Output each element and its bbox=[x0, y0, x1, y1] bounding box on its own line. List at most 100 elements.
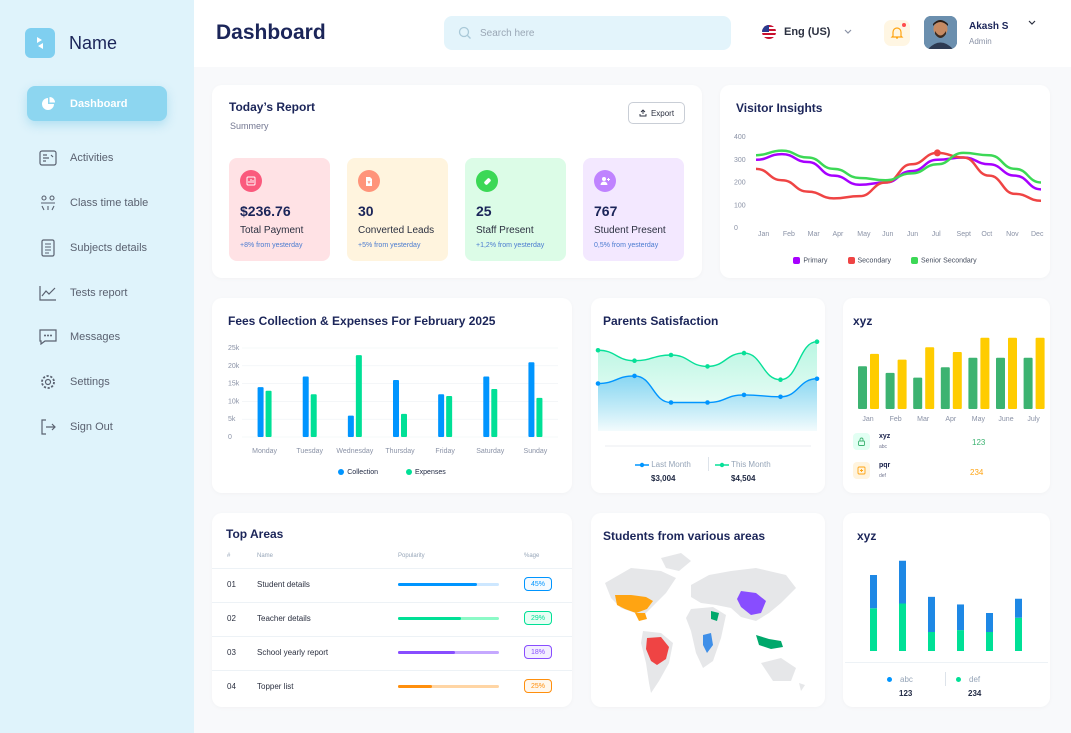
x-tick-label: Sept bbox=[957, 231, 971, 238]
stat-change: +8% from yesterday bbox=[240, 242, 303, 249]
bell-icon bbox=[890, 27, 904, 39]
stat-label: Total Payment bbox=[240, 225, 304, 236]
bar-xyz bbox=[913, 377, 923, 409]
table-row[interactable]: 04 Topper list 25% bbox=[212, 679, 572, 716]
bar-pqr bbox=[925, 347, 935, 409]
chevron-down-icon bbox=[845, 29, 852, 34]
x-tick-label: Thursday bbox=[385, 448, 415, 455]
x-tick-label: Apr bbox=[832, 231, 844, 238]
stat-converted-leads: 30 Converted Leads +5% from yesterday bbox=[347, 158, 448, 261]
table-row[interactable]: 03 School yearly report 18% bbox=[212, 645, 572, 682]
table-row[interactable]: 02 Teacher details 29% bbox=[212, 611, 572, 648]
visitor-chart: 400 300 200 100 0 Jan Feb Mar Apr May Jun Jun Jul Sep… bbox=[734, 134, 1044, 238]
bar-pqr bbox=[897, 359, 907, 409]
map-region-saudi bbox=[711, 611, 719, 621]
stat-value: 25 bbox=[476, 203, 492, 219]
data-point bbox=[778, 377, 783, 382]
user-role: Admin bbox=[969, 37, 992, 46]
stat-total-payment: $236.76 Total Payment +8% from yesterday bbox=[229, 158, 330, 261]
x-tick-label: Jun bbox=[882, 231, 893, 238]
legend-senior-secondary: Senior Secondary bbox=[910, 257, 977, 264]
percentage-badge: 18% bbox=[524, 645, 552, 659]
row-name: School yearly report bbox=[257, 648, 329, 657]
sidebar-item-settings[interactable]: Settings bbox=[27, 364, 167, 399]
y-tick-label: 0 bbox=[734, 225, 738, 232]
percentage-badge: 45% bbox=[524, 577, 552, 591]
language-label: Eng (US) bbox=[784, 26, 831, 38]
bar-xyz bbox=[996, 357, 1005, 409]
data-point bbox=[595, 381, 601, 386]
stat-change: 0,5% from yesterday bbox=[594, 242, 659, 249]
data-point bbox=[814, 376, 820, 382]
row-number: 01 bbox=[227, 580, 236, 589]
bar-collection bbox=[347, 415, 354, 437]
bar-abc bbox=[899, 560, 906, 604]
bar-def bbox=[957, 630, 964, 651]
top-bar: Dashboard Search here Eng (US) Akash S A… bbox=[194, 0, 1071, 67]
bar-abc bbox=[957, 604, 964, 631]
row-number: 02 bbox=[227, 614, 236, 623]
sidebar-item-sign-out[interactable]: Sign Out bbox=[27, 409, 167, 444]
students-map-card: Students from various areas bbox=[591, 513, 825, 707]
bar-abc bbox=[928, 596, 935, 632]
gear-icon bbox=[39, 373, 57, 391]
table-row[interactable]: 01 Student details 45% bbox=[212, 577, 572, 614]
stat-change: +5% from yesterday bbox=[358, 242, 421, 249]
stat-change: +1,2% from yesterday bbox=[476, 242, 545, 249]
bar-expenses bbox=[265, 390, 272, 437]
row-number: 04 bbox=[227, 682, 236, 691]
us-flag-icon bbox=[762, 25, 776, 39]
card-title: Parents Satisfaction bbox=[603, 314, 719, 328]
map-region-brazil bbox=[646, 637, 669, 665]
bar-collection bbox=[302, 376, 309, 437]
plus-box-icon bbox=[853, 462, 870, 479]
sidebar-item-class-time-table[interactable]: Class time table bbox=[27, 185, 167, 220]
bar-def bbox=[870, 608, 877, 651]
legend-last-month: Last Month bbox=[635, 460, 691, 469]
sidebar-item-messages[interactable]: Messages bbox=[27, 319, 167, 354]
series-line-secondary bbox=[755, 151, 1042, 202]
sidebar-item-subjects-details[interactable]: Subjects details bbox=[27, 230, 167, 265]
sidebar-item-label: Sign Out bbox=[70, 420, 113, 433]
sidebar-item-label: Dashboard bbox=[70, 97, 128, 110]
sidebar-item-dashboard[interactable]: Dashboard bbox=[27, 86, 167, 121]
map-region-china bbox=[737, 591, 766, 615]
x-tick-label: Wednesday bbox=[336, 448, 373, 455]
sidebar-item-activities[interactable]: Activities bbox=[27, 140, 167, 175]
data-point bbox=[668, 400, 674, 405]
sidebar: Name Dashboard Activities Class time tab… bbox=[0, 0, 194, 733]
row-name: xyz bbox=[879, 433, 891, 440]
sidebar-item-label: Class time table bbox=[70, 196, 149, 209]
avatar[interactable] bbox=[924, 16, 957, 49]
x-tick-label: May bbox=[857, 231, 871, 238]
table-header: # Name Popularity %age bbox=[212, 553, 572, 569]
y-tick-label: 300 bbox=[734, 157, 746, 164]
logo bbox=[25, 28, 55, 58]
bar-xyz bbox=[968, 357, 978, 409]
x-tick-label: July bbox=[1027, 416, 1040, 423]
search-input[interactable]: Search here bbox=[444, 16, 731, 50]
bar-collection bbox=[438, 394, 445, 437]
x-tick-label: June bbox=[998, 416, 1013, 423]
xyz-bar-chart-1: Jan Feb Mar Apr May June July bbox=[858, 337, 1045, 423]
data-point bbox=[741, 350, 747, 356]
notification-button[interactable] bbox=[884, 20, 910, 46]
bar-chart-icon bbox=[240, 170, 262, 192]
row-name: pqr bbox=[879, 462, 891, 469]
popularity-bar bbox=[398, 685, 499, 688]
last-month-value: $3,004 bbox=[651, 474, 676, 483]
bar-def bbox=[928, 632, 935, 651]
map-region-congo bbox=[703, 633, 713, 653]
bar-def bbox=[1015, 617, 1022, 651]
line-chart-icon bbox=[39, 284, 57, 302]
card-title: xyz bbox=[857, 529, 877, 543]
chevron-down-icon[interactable] bbox=[1028, 20, 1036, 26]
export-icon bbox=[639, 109, 647, 117]
fees-legend: Collection Expenses bbox=[212, 469, 572, 476]
export-button[interactable]: Export bbox=[628, 102, 685, 124]
y-tick-label: 15k bbox=[228, 381, 240, 388]
language-selector[interactable]: Eng (US) bbox=[762, 25, 852, 39]
row-sub: abc bbox=[879, 444, 888, 450]
page-title: Dashboard bbox=[216, 21, 326, 44]
sidebar-item-tests-report[interactable]: Tests report bbox=[27, 275, 167, 310]
